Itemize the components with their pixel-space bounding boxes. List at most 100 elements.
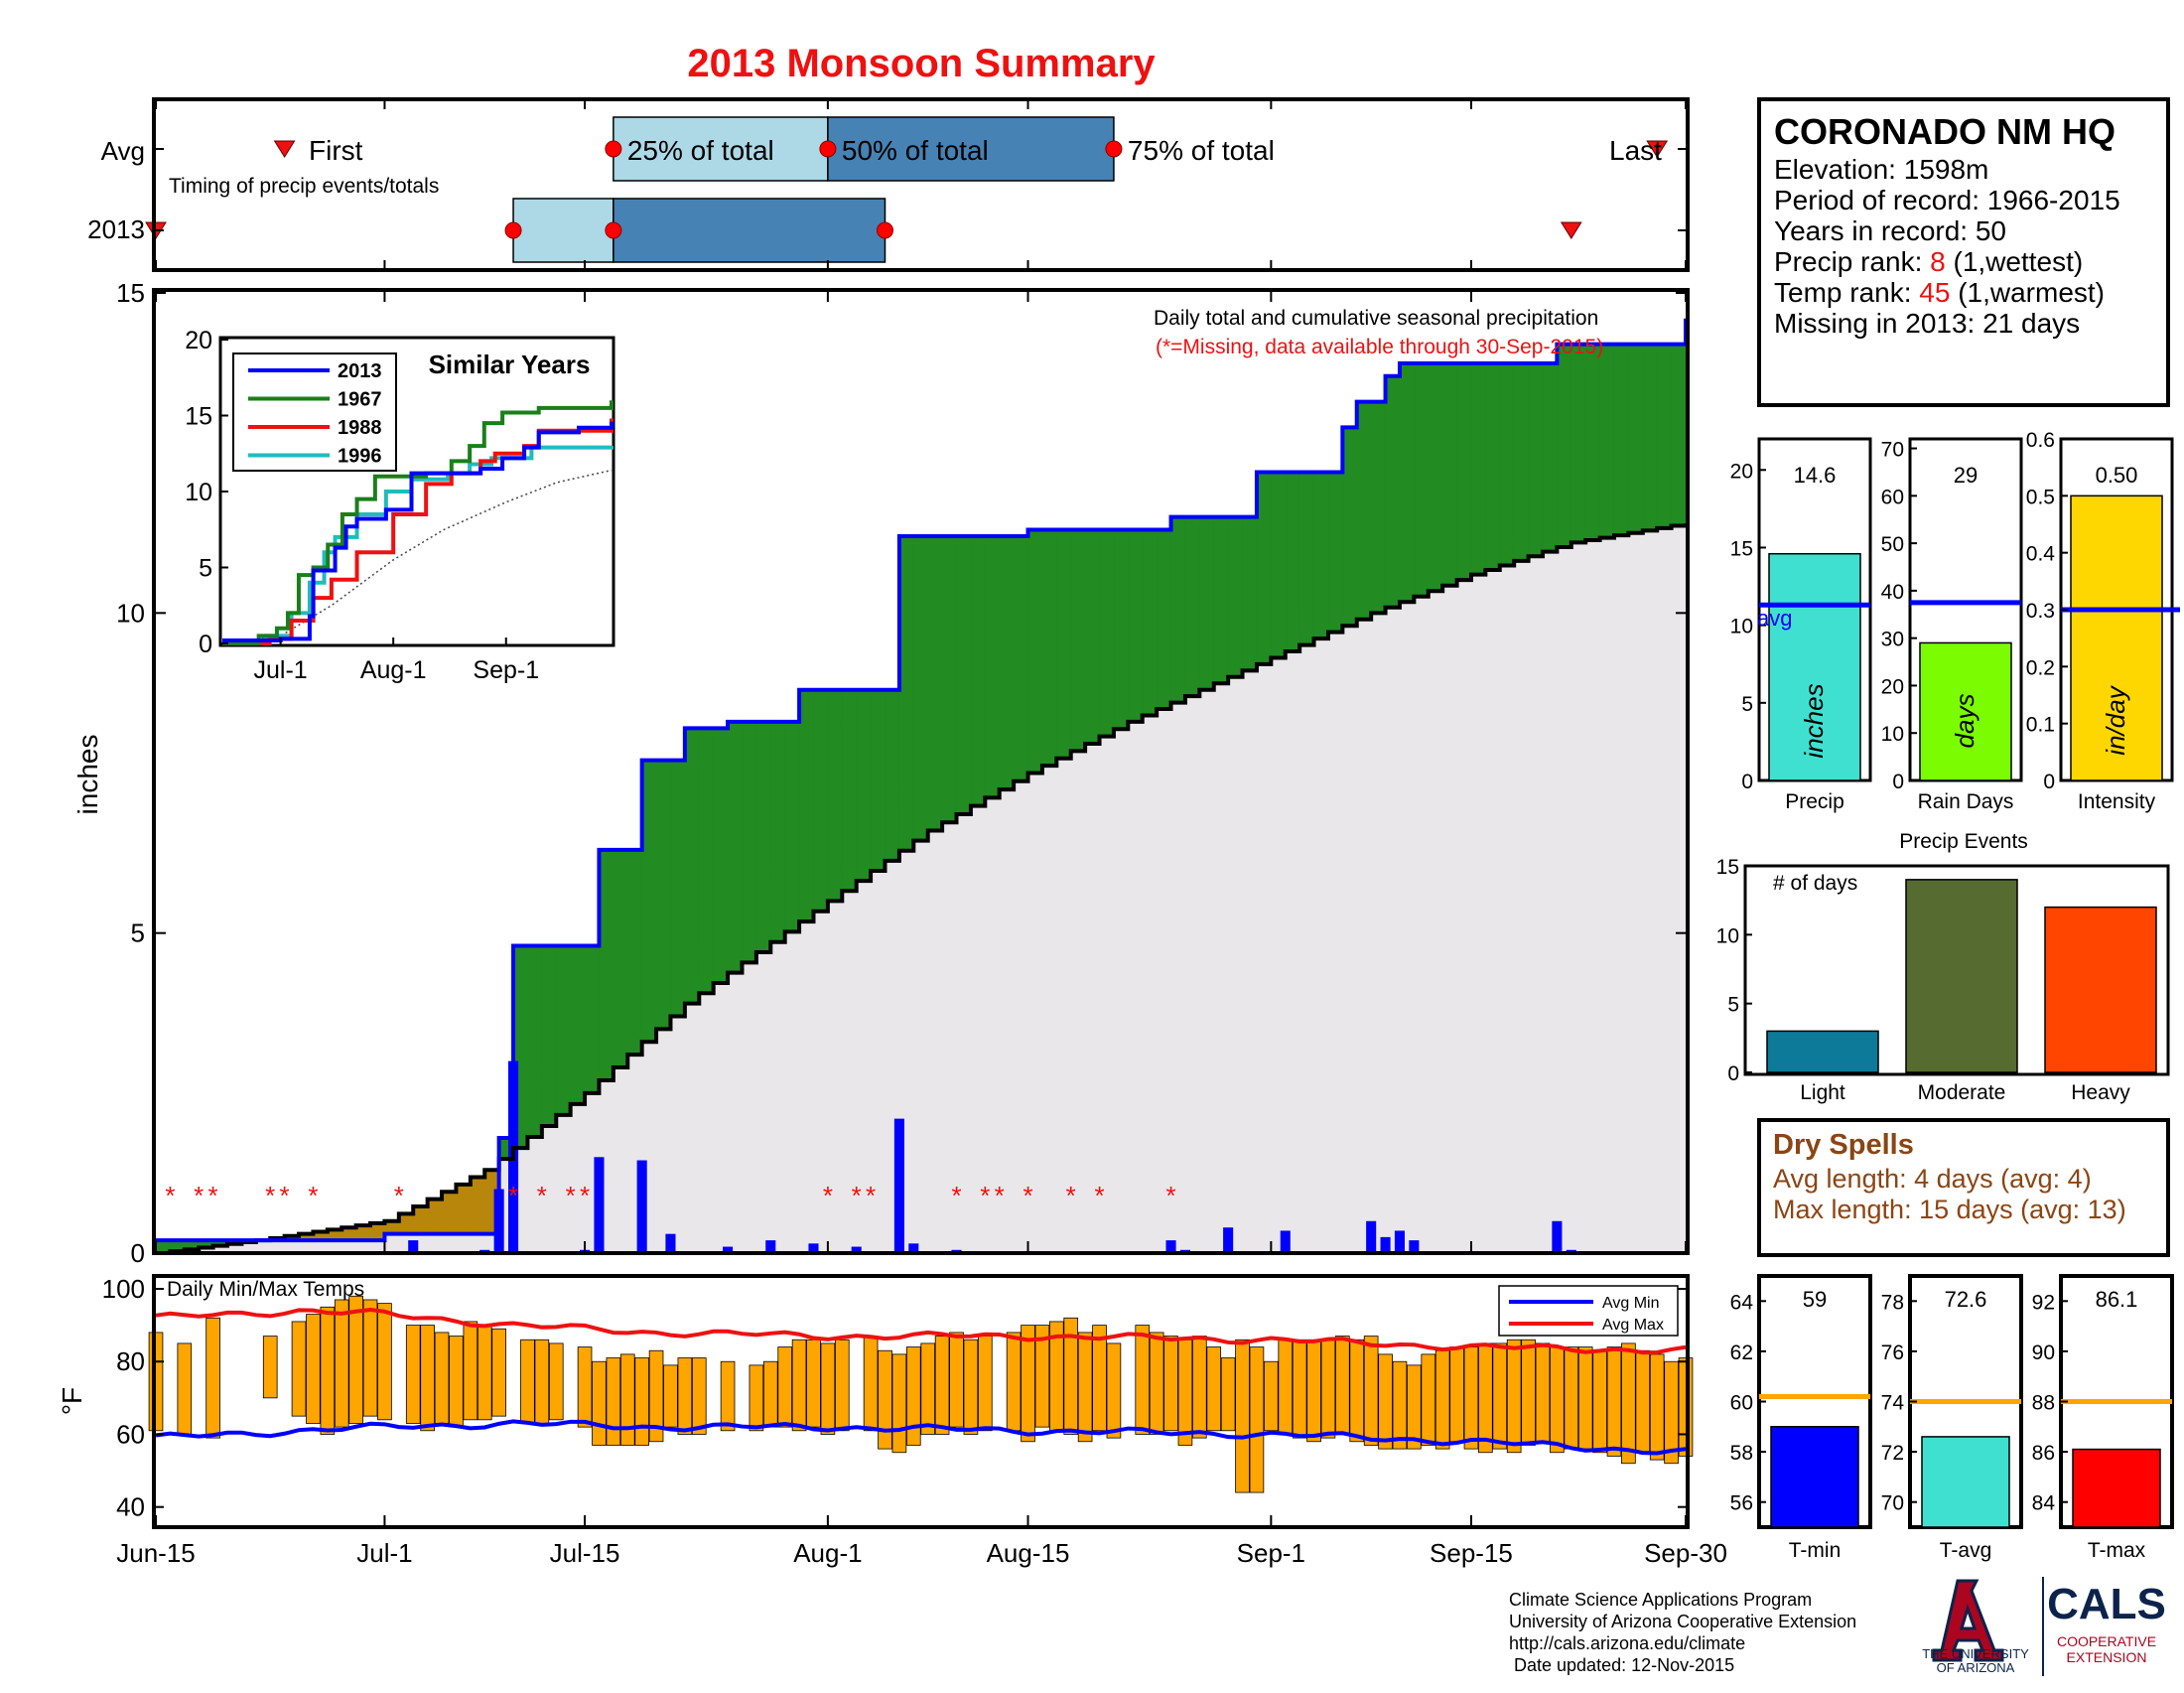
dry-spells-title: Dry Spells: [1773, 1129, 1914, 1161]
summary-bar-intensity: [2070, 494, 2163, 781]
timing-y2013-dot: [504, 221, 522, 239]
missing-marker: *: [1066, 1181, 1076, 1210]
daily-precip-bar: [1165, 1240, 1176, 1253]
daily-temp-bar: [1278, 1339, 1294, 1435]
temp-summary-name-tavg: T-avg: [1940, 1539, 1992, 1562]
precip-events-ylabel: # of days: [1773, 872, 1857, 895]
daily-temp-bar: [1220, 1357, 1236, 1432]
missing-marker: *: [852, 1181, 862, 1210]
timing-y2013-dot: [876, 221, 893, 239]
station-years: Years in record: 50: [1774, 215, 2006, 246]
temp-summary-tick-tmax: 90: [2032, 1341, 2055, 1364]
inset-y-tick: 0: [199, 631, 212, 658]
daily-temp-bar: [977, 1336, 993, 1432]
dry-spells-max: Max length: 15 days (avg: 13): [1773, 1195, 2126, 1224]
legend-avg-min: Avg Min: [1602, 1295, 1660, 1312]
daily-temp-bar: [362, 1299, 378, 1417]
station-period: Period of record: 1966-2015: [1774, 185, 2120, 215]
temp-summary-tick-tavg: 78: [1881, 1291, 1904, 1314]
footer-line4: Date updated: 12-Nov-2015: [1509, 1655, 1734, 1675]
daily-temp-bar: [1021, 1325, 1035, 1443]
inset-y-tick: 20: [185, 327, 212, 354]
daily-temp-bar: [1092, 1325, 1107, 1432]
daily-precip-bar: [908, 1243, 919, 1253]
temp-summary-tick-tmin: 60: [1730, 1392, 1753, 1415]
missing-marker: *: [823, 1181, 833, 1210]
precip-avg-label: avg: [1757, 606, 1792, 631]
summary-unit-rain_days: days: [1950, 694, 1979, 749]
timing-last-label: Last: [1609, 135, 1662, 166]
daily-temp-bar: [648, 1349, 664, 1443]
inset-line-1967: [222, 400, 614, 645]
daily-temp-bar: [1077, 1332, 1093, 1443]
daily-temp-bar: [820, 1342, 836, 1435]
missing-marker: *: [208, 1181, 218, 1210]
timing-avg-marker: [273, 140, 296, 158]
avg-cumulative-line: [156, 523, 1688, 1255]
daily-temp-bar: [1421, 1353, 1436, 1446]
daily-temp-bar: [1621, 1342, 1636, 1465]
timing-avg-dot: [605, 140, 622, 158]
timing-pct50-label: 50% of total: [842, 135, 989, 166]
daily-temp-bar: [1592, 1349, 1607, 1454]
daily-precip-bar: [594, 1157, 605, 1253]
daily-temp-bar: [949, 1332, 964, 1428]
temp-summary-tick-tavg: 72: [1881, 1442, 1904, 1465]
daily-temp-bar: [920, 1342, 936, 1435]
daily-temp-bar: [1006, 1332, 1022, 1432]
x-tick-label: Aug-15: [987, 1538, 1070, 1568]
temp-summary-tick-tmax: 86: [2032, 1442, 2055, 1465]
temp-summary-tick-tmax: 88: [2032, 1392, 2055, 1415]
daily-temp-bar: [1664, 1360, 1679, 1465]
daily-temp-bar: [592, 1360, 607, 1446]
daily-temp-bar: [1192, 1336, 1207, 1439]
daily-temp-bar: [463, 1321, 478, 1421]
daily-temp-bar: [1606, 1346, 1622, 1457]
cals-wordmark: CALS: [2047, 1580, 2166, 1628]
daily-temp-bar: [1177, 1339, 1193, 1446]
daily-temp-bar: [1320, 1339, 1336, 1439]
station-elevation: Elevation: 1598m: [1774, 154, 1988, 185]
daily-temp-bar: [905, 1346, 921, 1446]
precip-y-label: inches: [72, 735, 103, 815]
daily-temp-bar: [863, 1336, 879, 1432]
timing-y2013-marker: [1560, 221, 1582, 239]
daily-temp-bar: [1235, 1339, 1250, 1493]
ua-line2: OF ARIZONA: [1937, 1660, 2015, 1675]
summary-tick-rain_days: 30: [1881, 629, 1904, 651]
timing-y2013-dot: [605, 221, 622, 239]
temp-y-label: °F: [57, 1387, 87, 1415]
daily-temp-bar: [1249, 1346, 1265, 1493]
footer-line1: Climate Science Applications Program: [1509, 1590, 1812, 1610]
temp-summary-bar-tmax: [2072, 1448, 2161, 1528]
timing-avg-q1-box: [613, 116, 829, 182]
daily-temp-bar: [1434, 1349, 1450, 1450]
daily-temp-bar: [1264, 1360, 1279, 1432]
temp-summary-tick-tmin: 56: [1730, 1492, 1753, 1515]
event-bar-moderate: [1905, 879, 2018, 1073]
missing-note: (*=Missing, data available through 30-Se…: [1156, 336, 1603, 358]
figure-title: 2013 Monsoon Summary: [687, 42, 1156, 85]
daily-temp-bar: [777, 1346, 792, 1428]
daily-precip-bar: [808, 1243, 819, 1253]
daily-precip-bar: [1280, 1230, 1291, 1253]
footer: Climate Science Applications Program Uni…: [1509, 1590, 1856, 1675]
missing-marker: *: [1165, 1181, 1175, 1210]
daily-temp-bar: [1063, 1317, 1079, 1435]
daily-temp-bar: [548, 1342, 564, 1421]
missing-marker: *: [308, 1181, 318, 1210]
summary-tick-intensity: 0.2: [2026, 656, 2055, 679]
missing-marker: *: [1023, 1181, 1032, 1210]
event-y-tick: 15: [1716, 856, 1739, 879]
daily-temp-bar: [619, 1353, 635, 1446]
daily-temp-bar: [677, 1357, 693, 1435]
summary-bar-rain_days: [1919, 641, 2012, 781]
daily-temp-bar: [720, 1360, 736, 1432]
missing-marker: *: [866, 1181, 876, 1210]
daily-precip-bar: [1366, 1220, 1377, 1253]
precip-events-title: Precip Events: [1899, 830, 2028, 853]
daily-temp-bar: [534, 1339, 550, 1424]
daily-temp-bar: [1378, 1353, 1393, 1450]
daily-temp-bar: [1306, 1339, 1321, 1443]
daily-temp-bar: [1163, 1336, 1178, 1432]
